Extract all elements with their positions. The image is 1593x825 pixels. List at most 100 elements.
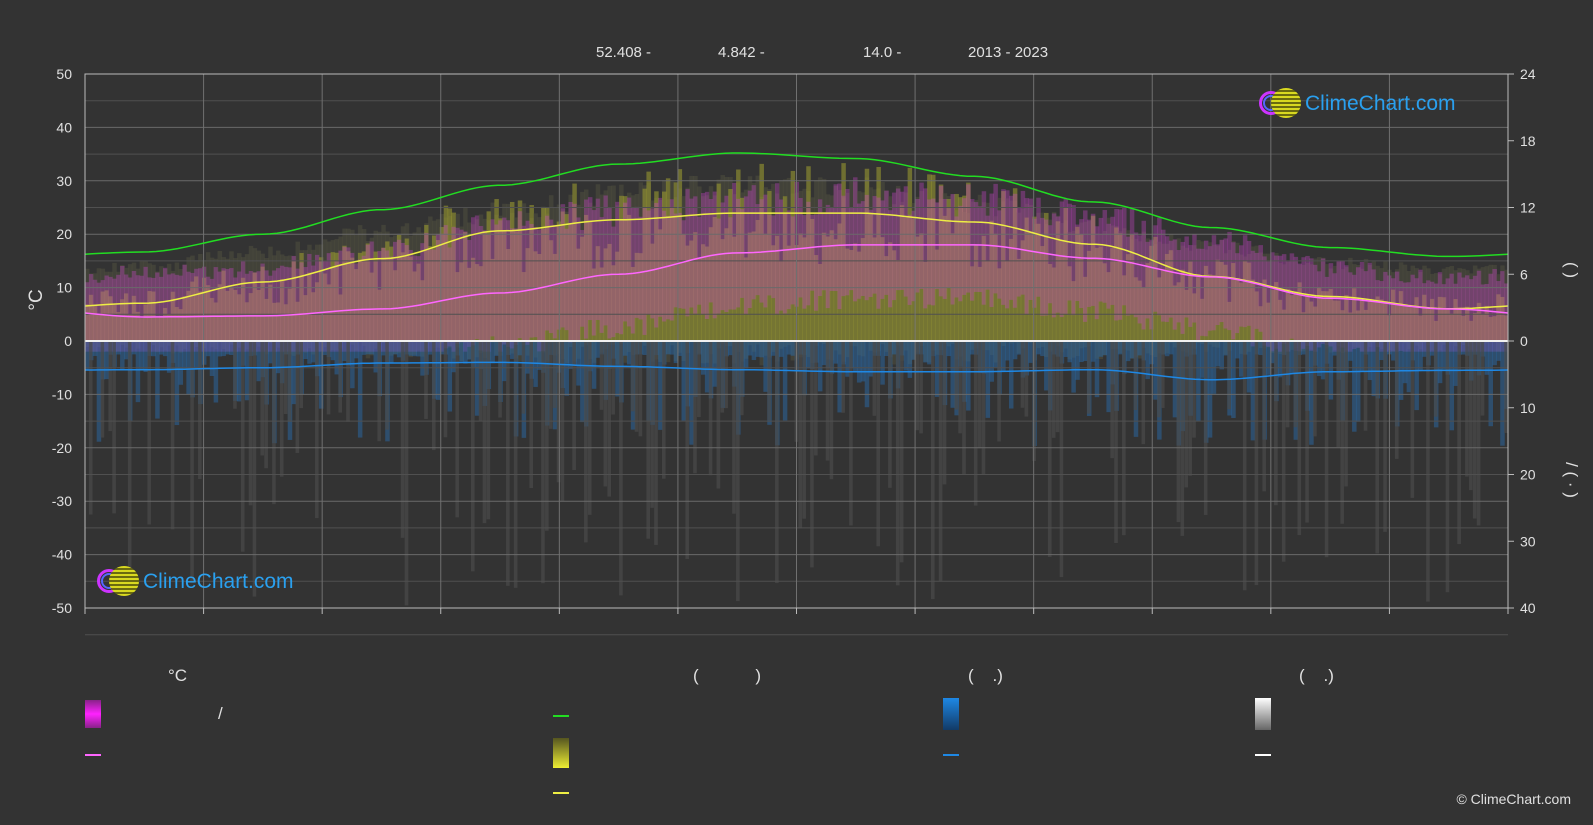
temp-range-bar	[1032, 218, 1037, 308]
right-lower-axis-label: / ( · )	[1562, 462, 1581, 498]
precip-bar	[92, 341, 98, 356]
temp-range-bar	[307, 253, 312, 352]
sunshine-bar	[946, 198, 952, 341]
precip-bar	[365, 341, 371, 355]
temp-range-bar	[931, 198, 936, 306]
precip-bar	[966, 341, 971, 411]
sunshine-bar	[755, 219, 761, 341]
temp-range-bar	[1472, 275, 1478, 352]
precip-bar	[845, 341, 850, 377]
sunshine-bar	[1371, 301, 1377, 341]
snow-bar	[1472, 341, 1477, 519]
sunshine-bar	[1281, 309, 1287, 341]
temp-range-bar	[482, 230, 488, 352]
temp-range-bar	[899, 191, 905, 290]
temp-range-bar	[116, 274, 121, 352]
temp-range-bar	[759, 199, 764, 303]
sunshine-bar	[112, 304, 117, 341]
temp-range-bar	[1433, 283, 1439, 352]
precip-bar	[490, 341, 495, 364]
sunshine-bar	[365, 243, 371, 341]
temp-range-bar	[357, 259, 363, 352]
sunshine-bar	[1379, 299, 1384, 341]
sunshine-bar	[116, 312, 121, 341]
temp-range-bar	[420, 243, 425, 352]
snow-bar	[825, 341, 830, 461]
sunshine-bar	[311, 292, 316, 341]
temp-range-bar	[268, 275, 273, 352]
precip-bar	[892, 341, 897, 355]
temp-range-bar	[373, 261, 378, 352]
temp-range-bar	[665, 215, 671, 320]
precip-bar	[1320, 341, 1326, 380]
precip-bar	[1067, 341, 1072, 363]
snow-bar	[638, 341, 643, 437]
precip-bar	[868, 341, 874, 377]
temp-range-bar	[1285, 260, 1291, 352]
temp-range-bar	[985, 215, 991, 290]
snow-bar	[654, 341, 658, 545]
temp-range-bar	[1437, 272, 1443, 352]
temp-range-bar	[1469, 279, 1474, 352]
precip-bar	[369, 341, 375, 355]
precip-bar	[833, 341, 839, 364]
sunshine-bar	[439, 227, 445, 341]
precip-bar	[782, 341, 788, 421]
sunshine-bar	[408, 256, 414, 341]
temp-range-bar	[455, 227, 460, 344]
precip-bar	[1246, 341, 1252, 393]
precip-bar	[1250, 341, 1256, 441]
legend-rain-swatch	[943, 698, 959, 730]
snow-bar	[1086, 341, 1091, 414]
precip-bar	[1430, 341, 1435, 356]
temp-range-bar	[541, 228, 546, 352]
temp-range-bar	[1441, 284, 1447, 352]
sunshine-bar	[155, 317, 160, 341]
sunshine-bar	[685, 245, 690, 341]
temp-range-bar	[1348, 272, 1353, 352]
sunshine-bar	[837, 223, 842, 341]
precip-bar	[435, 341, 441, 400]
snow-bar	[872, 341, 877, 416]
snow-bar	[1024, 341, 1029, 417]
sunshine-bar	[482, 231, 488, 341]
temp-range-bar	[201, 266, 207, 352]
temp-range-bar	[408, 249, 414, 352]
sunshine-bar	[1211, 275, 1217, 341]
precip-bar	[1453, 341, 1458, 386]
sunshine-bar	[1164, 253, 1170, 341]
temp-range-bar	[1086, 219, 1092, 307]
temp-range-bar	[1176, 250, 1182, 323]
snow-bar	[736, 341, 740, 602]
precip-bar	[778, 341, 784, 357]
temp-range-bar	[548, 219, 554, 334]
temp-range-bar	[1071, 205, 1076, 316]
logo-top[interactable]: ClimeChart.com	[1259, 88, 1456, 120]
snow-bar	[1465, 341, 1469, 477]
sunshine-bar	[1410, 307, 1416, 341]
snow-bar	[1313, 341, 1317, 437]
sunshine-bar	[989, 220, 994, 341]
temp-range-bar	[564, 228, 570, 331]
logo-bottom[interactable]: ClimeChart.com	[97, 566, 294, 598]
sunshine-bar	[1012, 188, 1018, 341]
temp-range-bar	[346, 247, 351, 352]
precip-bar	[1001, 341, 1006, 371]
snow-bar	[1324, 341, 1329, 558]
sunshine-bar	[420, 280, 425, 341]
sunshine-bar	[1250, 279, 1256, 341]
precip-bar	[1328, 341, 1334, 400]
snow-bar	[248, 341, 253, 506]
snow-bar	[767, 341, 771, 421]
temp-range-bar	[927, 199, 932, 305]
temp-range-bar	[950, 194, 955, 305]
sunshine-bar	[856, 251, 862, 341]
sunshine-bar	[548, 240, 554, 341]
precip-bar	[681, 341, 686, 421]
sunshine-bar	[1398, 291, 1404, 341]
snow-bar	[1020, 341, 1025, 408]
precip-bar	[755, 341, 761, 357]
precip-bar	[104, 341, 109, 380]
precip-bar	[416, 341, 421, 357]
snow-bar	[1504, 341, 1508, 433]
